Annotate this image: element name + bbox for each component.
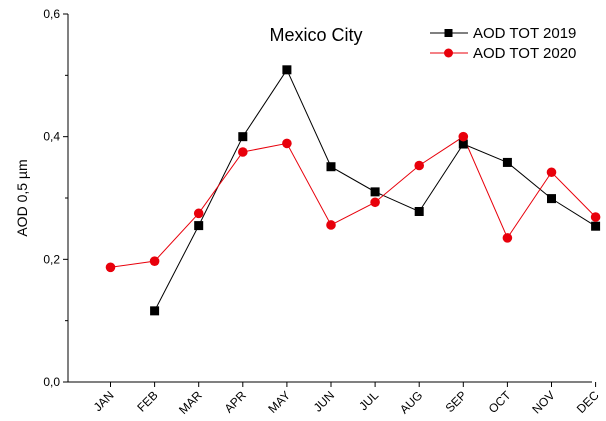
x-tick-label: MAY — [265, 388, 293, 416]
data-point — [502, 233, 513, 243]
data-point — [502, 157, 512, 167]
data-point — [282, 138, 292, 149]
x-tick-label: MAR — [176, 388, 205, 417]
y-tick-label: 0,0 — [43, 375, 60, 389]
data-point — [590, 212, 601, 222]
data-point — [326, 220, 336, 230]
x-tick-label: DEC — [574, 388, 602, 416]
y-axis-label: AOD 0,5 µm — [14, 159, 30, 236]
x-tick-label: JAN — [91, 388, 117, 414]
x-tick-label: AUG — [397, 388, 425, 416]
chart-title: Mexico City — [269, 25, 362, 45]
data-point — [414, 160, 425, 171]
series-line — [110, 135, 596, 268]
data-point — [370, 187, 380, 197]
y-tick-label: 0,2 — [43, 252, 60, 266]
x-tick-label: NOV — [529, 388, 557, 416]
data-point — [546, 167, 557, 178]
data-point — [105, 262, 116, 273]
series-lines — [110, 68, 596, 312]
data-point — [149, 256, 160, 266]
x-tick-label: APR — [222, 388, 250, 416]
x-tick-label: FEB — [134, 388, 160, 414]
y-tick-label: 0,4 — [43, 130, 60, 144]
data-point — [458, 139, 468, 149]
data-point — [547, 194, 556, 204]
legend: AOD TOT 2019 AOD TOT 2020 — [430, 25, 576, 62]
legend-label: AOD TOT 2019 — [473, 25, 576, 42]
legend-label: AOD TOT 2020 — [473, 45, 576, 62]
y-ticks: 0,0 0,2 0,4 0,6 — [43, 7, 68, 389]
data-point — [591, 221, 601, 231]
data-point — [150, 306, 160, 316]
x-tick-label: SEP — [443, 388, 470, 415]
legend-marker — [444, 48, 453, 58]
data-point — [370, 197, 380, 208]
data-point — [414, 206, 424, 216]
x-tick-label: JUL — [356, 388, 381, 413]
data-point — [238, 147, 248, 157]
x-tick-label: JUN — [311, 388, 337, 414]
data-point — [282, 65, 292, 75]
x-tick-label: OCT — [486, 388, 514, 416]
data-point — [194, 221, 204, 231]
x-ticks: JAN FEB MAR APR MAY JUN JUL AUG SEP OCT NOV DEC — [91, 382, 602, 417]
y-tick-label: 0,6 — [43, 7, 60, 21]
data-point — [238, 132, 248, 142]
series-markers — [105, 65, 601, 316]
data-point — [326, 162, 336, 172]
legend-marker — [444, 29, 453, 37]
data-point — [193, 208, 204, 219]
data-point — [458, 131, 469, 142]
